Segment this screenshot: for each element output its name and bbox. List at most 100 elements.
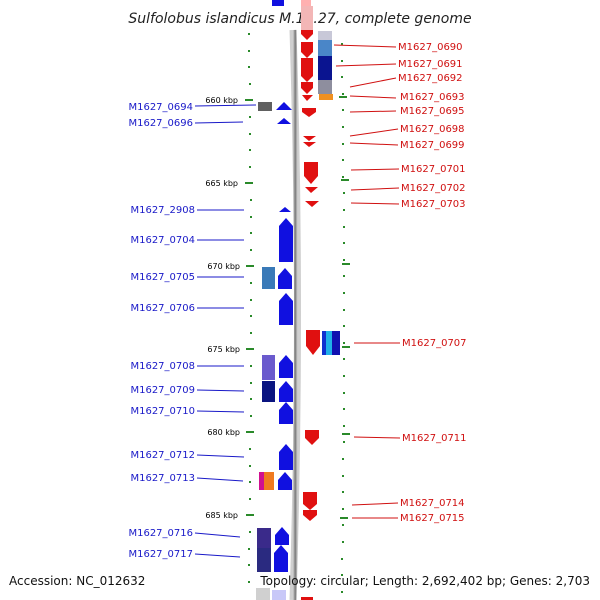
gene-label-0693[interactable]: M1627_0693 [400, 92, 465, 103]
feature-block-0717[interactable] [257, 548, 271, 572]
gene-label-0696[interactable]: M1627_0696 [128, 118, 193, 129]
feature-block-0705[interactable] [262, 267, 275, 289]
gene-0699-arrow[interactable] [303, 142, 316, 147]
feature-block-0707c[interactable] [332, 331, 340, 355]
gene-label-0690[interactable]: M1627_0690 [398, 42, 463, 53]
feature-block-0708[interactable] [262, 355, 275, 380]
gene-2908-arrow[interactable] [279, 207, 291, 212]
reverse-strand-genes [301, 6, 320, 600]
gene-0696-arrow[interactable] [277, 118, 291, 124]
gene-label-0711[interactable]: M1627_0711 [402, 433, 467, 444]
gene-0692-arrow[interactable] [301, 58, 313, 82]
gene-0709-arrow[interactable] [279, 381, 293, 402]
gene-label-0703[interactable]: M1627_0703 [401, 199, 466, 210]
gene-0690-arrow[interactable] [301, 30, 313, 40]
gene-label-0699[interactable]: M1627_0699 [400, 140, 465, 151]
gene-0707-arrow[interactable] [306, 330, 320, 355]
gene-label-0715[interactable]: M1627_0715 [400, 513, 465, 524]
forward-strand-genes [272, 102, 293, 600]
gene-label-0710[interactable]: M1627_0710 [130, 406, 195, 417]
gene-label-0713[interactable]: M1627_0713 [130, 473, 195, 484]
gene-0713-arrow[interactable] [278, 472, 292, 490]
genome-backbone [289, 29, 301, 600]
gene-0712-arrow[interactable] [279, 444, 293, 470]
gene-label-0695[interactable]: M1627_0695 [400, 106, 465, 117]
gene-label-0717[interactable]: M1627_0717 [128, 549, 193, 560]
scale-tick [343, 226, 345, 228]
scale-tick [250, 315, 252, 317]
gene-label-0702[interactable]: M1627_0702 [401, 183, 466, 194]
scale-labels: 660 kbp 665 kbp 670 kbp 675 kbp 680 kbp … [205, 96, 350, 520]
feature-block-0707a[interactable] [322, 331, 326, 355]
scale-tick [341, 76, 343, 78]
gene-0701-arrow[interactable] [304, 162, 318, 184]
gene-0703-arrow[interactable] [305, 201, 319, 207]
gene-0715-arrow[interactable] [303, 510, 317, 521]
scale-tick [249, 531, 251, 533]
scale-tick [343, 209, 345, 211]
feature-block-0694[interactable] [258, 102, 272, 111]
gene-0698-arrow[interactable] [303, 136, 316, 141]
gene-label-0709[interactable]: M1627_0709 [130, 385, 195, 396]
gene-label-0714[interactable]: M1627_0714 [400, 498, 465, 509]
feature-block-0690[interactable] [318, 31, 332, 40]
scale-tick [249, 498, 251, 500]
gene-0716-arrow[interactable] [275, 527, 289, 545]
gene-bottom-partial[interactable] [301, 597, 313, 600]
gene-label-2908[interactable]: M1627_2908 [130, 205, 195, 216]
gene-label-0707[interactable]: M1627_0707 [402, 338, 467, 349]
gene-label-0694[interactable]: M1627_0694 [128, 102, 193, 113]
gene-0714-arrow[interactable] [303, 492, 317, 510]
scale-tick [249, 481, 251, 483]
scale-tick [250, 382, 252, 384]
scale-tick [250, 332, 252, 334]
gene-0710-arrow[interactable] [279, 402, 293, 424]
gene-label-0701[interactable]: M1627_0701 [401, 164, 466, 175]
gene-0711-arrow[interactable] [305, 430, 319, 445]
feature-block-0691a[interactable] [318, 40, 332, 56]
gene-0717-arrow[interactable] [274, 545, 288, 572]
gene-label-0704[interactable]: M1627_0704 [130, 235, 195, 246]
gene-0693-arrow[interactable] [301, 82, 313, 94]
scale-tick [342, 93, 344, 95]
scale-tick [249, 465, 251, 467]
scale-tick [343, 242, 345, 244]
gene-0695-arrow[interactable] [302, 108, 316, 117]
gene-0705-arrow[interactable] [278, 268, 292, 289]
gene-label-0698[interactable]: M1627_0698 [400, 124, 465, 135]
gene-label-0706[interactable]: M1627_0706 [130, 303, 195, 314]
scale-tick [250, 249, 252, 251]
gene-0702-arrow[interactable] [305, 187, 318, 193]
scale-tick [342, 159, 344, 161]
feature-block-0713a[interactable] [259, 472, 264, 490]
forward-gene-partial[interactable] [272, 0, 284, 6]
gene-0708-arrow[interactable] [279, 355, 293, 378]
reverse-gene-partial[interactable] [301, 0, 311, 6]
feature-block-0716[interactable] [257, 528, 271, 548]
scale-tick [248, 50, 250, 52]
gene-label-0691[interactable]: M1627_0691 [398, 59, 463, 70]
feature-block-0709[interactable] [262, 381, 275, 402]
feature-block-0691b[interactable] [318, 56, 332, 80]
gene-label-0692[interactable]: M1627_0692 [398, 73, 463, 84]
feature-block-bottom[interactable] [256, 588, 270, 600]
scale-tick [249, 166, 251, 168]
feature-block-0693[interactable] [319, 94, 333, 100]
gene-0693b-arrow[interactable] [302, 95, 313, 101]
gene-label-0705[interactable]: M1627_0705 [130, 272, 195, 283]
gene-label-0708[interactable]: M1627_0708 [130, 361, 195, 372]
gene-0694-arrow[interactable] [276, 102, 292, 110]
gene-0704-arrow[interactable] [279, 218, 293, 262]
feature-block-0707b[interactable] [326, 331, 332, 355]
gene-0691-arrow[interactable] [301, 42, 313, 58]
scale-tick [249, 116, 251, 118]
feature-block-0692[interactable] [318, 80, 332, 94]
gene-0689-body[interactable] [301, 6, 313, 30]
gene-0706-arrow[interactable] [279, 293, 293, 325]
feature-block-0713b[interactable] [264, 472, 274, 490]
gene-bottom-forward-partial[interactable] [272, 590, 286, 600]
gene-label-0712[interactable]: M1627_0712 [130, 450, 195, 461]
gene-label-0716[interactable]: M1627_0716 [128, 528, 193, 539]
scale-tick [250, 299, 252, 301]
